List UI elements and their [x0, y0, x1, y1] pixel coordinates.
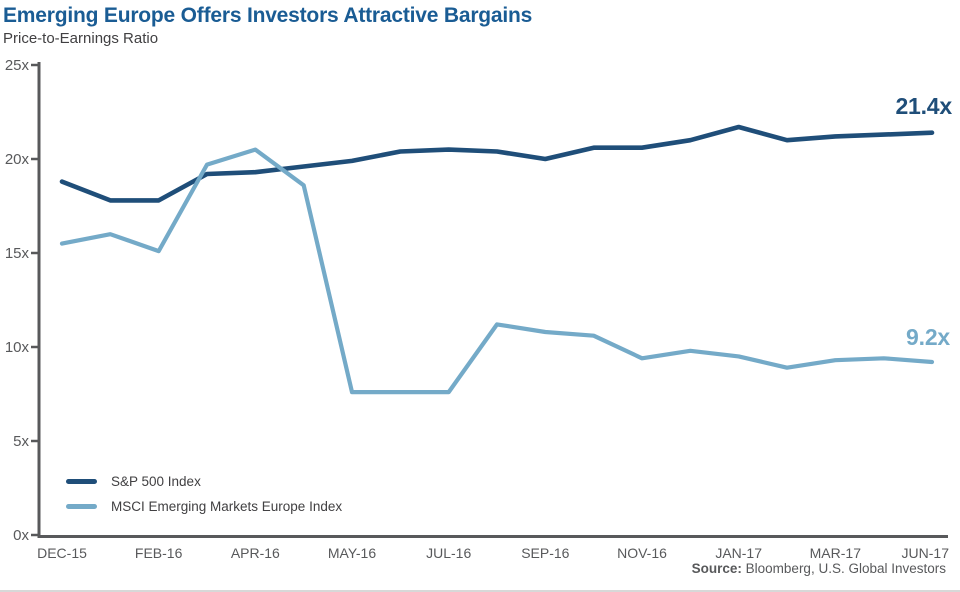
- source-note: Source: Bloomberg, U.S. Global Investors: [692, 561, 946, 576]
- x-tick-label: JUN-17: [902, 545, 950, 561]
- series-line-msci: [59, 147, 935, 395]
- x-tick-label: JAN-17: [715, 545, 762, 561]
- x-tick-label: FEB-16: [135, 545, 183, 561]
- end-value-label-sp500: 21.4x: [895, 93, 952, 119]
- source-text: Bloomberg, U.S. Global Investors: [741, 561, 946, 576]
- legend-item-msci: MSCI Emerging Markets Europe Index: [66, 494, 342, 519]
- y-tick-label: 15x: [5, 245, 30, 262]
- end-value-label-msci: 9.2x: [906, 324, 950, 350]
- x-tick-label: NOV-16: [617, 545, 667, 561]
- legend: S&P 500 Index MSCI Emerging Markets Euro…: [66, 469, 342, 519]
- y-tick-label: 10x: [5, 339, 30, 356]
- legend-line-swatch-msci-icon: [66, 504, 97, 509]
- chart-title: Emerging Europe Offers Investors Attract…: [3, 4, 533, 27]
- x-tick-label: JUL-16: [426, 545, 471, 561]
- chart-subtitle: Price-to-Earnings Ratio: [3, 30, 159, 47]
- source-label: Source:: [691, 561, 742, 576]
- legend-label-sp500: S&P 500 Index: [111, 474, 201, 489]
- y-tick-label: 25x: [5, 57, 30, 74]
- x-tick-label: MAY-16: [328, 545, 376, 561]
- x-tick-label: MAR-17: [810, 545, 862, 561]
- legend-label-msci: MSCI Emerging Markets Europe Index: [111, 499, 343, 514]
- x-tick-label: APR-16: [231, 545, 280, 561]
- series-line-sp500: [59, 124, 935, 203]
- x-tick-label: DEC-15: [37, 545, 87, 561]
- x-tick-label: SEP-16: [521, 545, 569, 561]
- y-tick-label: 0x: [13, 527, 29, 544]
- legend-item-sp500: S&P 500 Index: [66, 469, 342, 494]
- bottom-divider: [0, 590, 960, 592]
- legend-line-swatch-sp500-icon: [66, 479, 97, 484]
- y-tick-label: 20x: [5, 151, 30, 168]
- y-tick-label: 5x: [13, 433, 29, 450]
